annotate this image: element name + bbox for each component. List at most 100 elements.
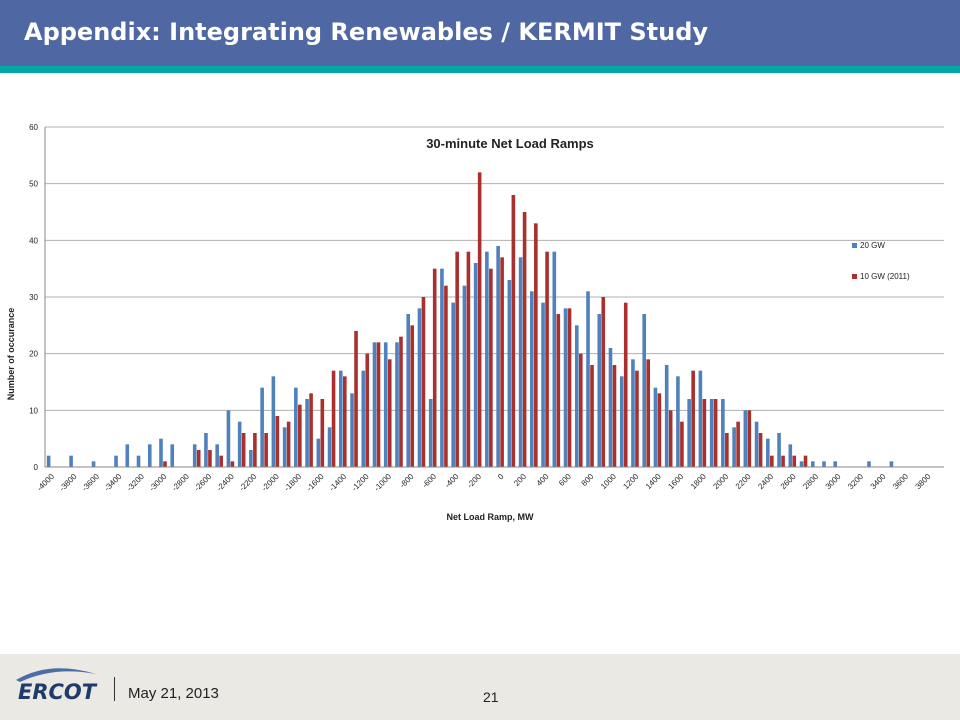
- bar-20gw: [574, 325, 579, 467]
- bar-10gw: [387, 359, 392, 467]
- x-tick-label: -3800: [58, 472, 79, 493]
- bar-20gw: [586, 291, 590, 467]
- bar-20gw: [721, 399, 725, 467]
- bar-10gw: [196, 450, 201, 467]
- bar-20gw: [294, 387, 298, 467]
- bar-10gw: [612, 365, 617, 467]
- chart-bars: [46, 172, 894, 467]
- bar-20gw: [237, 421, 242, 467]
- bar-20gw: [159, 438, 163, 467]
- bar-20gw: [316, 438, 321, 467]
- bar-10gw: [342, 376, 347, 467]
- bar-20gw: [743, 410, 748, 467]
- bar-20gw: [305, 399, 309, 467]
- x-tick-label: -2400: [215, 472, 236, 493]
- bar-20gw: [698, 370, 703, 467]
- bar-10gw: [444, 285, 448, 467]
- bar-10gw: [713, 399, 718, 467]
- bar-20gw: [361, 370, 366, 467]
- bar-20gw: [799, 461, 804, 467]
- bar-10gw: [534, 223, 538, 467]
- x-tick-label: 3000: [824, 472, 843, 491]
- bar-10gw: [725, 433, 729, 467]
- bar-10gw: [275, 416, 280, 467]
- bar-10gw: [241, 433, 246, 467]
- bar-20gw: [541, 302, 545, 467]
- bar-10gw: [691, 370, 695, 467]
- legend-swatch: [852, 243, 857, 248]
- bar-20gw: [518, 257, 523, 467]
- x-tick-label: 3800: [914, 472, 933, 491]
- bar-20gw: [766, 438, 770, 467]
- bar-20gw: [822, 461, 826, 467]
- x-tick-label: -1400: [327, 472, 348, 493]
- bar-10gw: [298, 404, 302, 467]
- bar-10gw: [253, 433, 257, 467]
- bar-20gw: [552, 251, 557, 467]
- bar-10gw: [208, 450, 212, 467]
- bar-20gw: [406, 314, 411, 467]
- slide-title: Appendix: Integrating Renewables / KERMI…: [24, 18, 709, 46]
- bar-10gw: [646, 359, 651, 467]
- bar-10gw: [500, 257, 504, 467]
- bar-20gw: [260, 387, 264, 467]
- bar-20gw: [687, 399, 691, 467]
- y-tick-label: 50: [29, 180, 38, 189]
- x-tick-label: -4000: [35, 472, 56, 493]
- bar-10gw: [781, 455, 785, 467]
- bar-10gw: [489, 268, 493, 467]
- bar-10gw: [399, 336, 403, 467]
- bar-20gw: [350, 393, 354, 467]
- bar-10gw: [635, 370, 639, 467]
- bar-10gw: [309, 393, 313, 467]
- bar-20gw: [810, 461, 815, 467]
- x-tick-label: 200: [512, 472, 528, 488]
- bar-10gw: [264, 433, 268, 467]
- bar-10gw: [545, 251, 549, 467]
- chart-gridlines: [45, 126, 944, 468]
- chart-legend: 20 GW 10 GW (2011): [852, 241, 910, 281]
- bar-20gw: [46, 455, 51, 467]
- page-number: 21: [483, 689, 499, 705]
- x-tick-label: -400: [443, 472, 461, 490]
- x-tick-label: -2800: [170, 472, 191, 493]
- x-tick-label: -200: [465, 472, 483, 490]
- bar-20gw: [327, 427, 332, 467]
- legend-label: 20 GW: [860, 241, 885, 250]
- bar-20gw: [833, 461, 838, 467]
- bar-20gw: [485, 251, 489, 467]
- x-tick-label: 0: [496, 472, 506, 482]
- bar-10gw: [556, 314, 561, 467]
- bar-10gw: [747, 410, 752, 467]
- bar-10gw: [432, 268, 437, 467]
- x-tick-label: 1800: [689, 472, 708, 491]
- bar-20gw: [597, 314, 602, 467]
- bar-20gw: [676, 376, 680, 467]
- bar-20gw: [91, 461, 96, 467]
- x-tick-label: -600: [420, 472, 438, 490]
- bar-20gw: [395, 342, 399, 467]
- x-tick-label: -2600: [192, 472, 213, 493]
- x-tick-label: 2800: [801, 472, 820, 491]
- x-tick-label: 2000: [711, 472, 730, 491]
- bar-20gw: [473, 263, 478, 467]
- bar-10gw: [410, 325, 415, 467]
- y-tick-label: 60: [29, 123, 38, 132]
- y-tick-label: 10: [29, 406, 38, 415]
- x-axis-label: Net Load Ramp, MW: [447, 512, 535, 522]
- bar-20gw: [147, 444, 152, 467]
- bar-20gw: [215, 444, 219, 467]
- x-tick-label: 2200: [734, 472, 753, 491]
- bar-20gw: [754, 421, 759, 467]
- bar-20gw: [732, 427, 736, 467]
- bar-10gw: [702, 399, 707, 467]
- legend-label: 10 GW (2011): [860, 272, 910, 281]
- bar-10gw: [163, 461, 167, 467]
- x-tick-label: 3600: [891, 472, 910, 491]
- bar-10gw: [590, 365, 594, 467]
- x-tick-label: 3400: [869, 472, 888, 491]
- bar-20gw: [114, 455, 118, 467]
- bar-10gw: [736, 421, 740, 467]
- bar-10gw: [219, 455, 223, 467]
